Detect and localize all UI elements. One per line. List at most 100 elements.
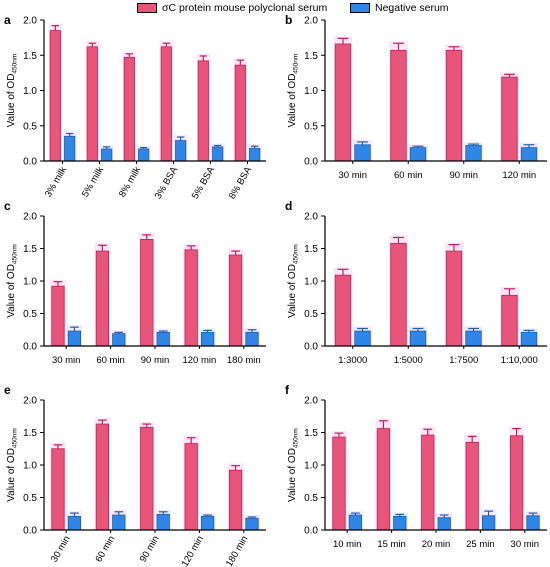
bar-f-series0-2 <box>421 434 435 531</box>
bar-f-series0-4 <box>509 435 524 531</box>
bar-e-series1-3 <box>200 515 215 531</box>
x-tick-label-b-3: 120 min <box>502 170 536 181</box>
x-tick-label-d-0: 1:3000 <box>338 355 367 366</box>
y-tick-label-b-3: 1.5 <box>304 51 318 62</box>
y-tick-label-e-2: 1.0 <box>23 461 37 472</box>
bar-a-series1-3 <box>175 140 187 162</box>
y-axis-label-f: Value of OD450nm <box>287 428 300 502</box>
x-tick-label-f-0: 10 min <box>333 539 362 550</box>
x-tick-label-b-2: 90 min <box>449 170 478 181</box>
bar-c-series0-2 <box>140 238 154 347</box>
x-tick-label-d-1: 1:5000 <box>394 355 423 366</box>
bar-d-series0-1 <box>390 242 407 347</box>
y-tick-label-f-4: 2.0 <box>304 396 318 407</box>
x-tick-label-a-2: 8% milk <box>117 165 143 200</box>
x-tick-label-e-4: 180 min <box>224 534 250 567</box>
bar-e-series0-3 <box>184 443 198 531</box>
y-tick-label-c-1: 0.5 <box>23 309 37 320</box>
bar-a-series1-1 <box>101 148 113 162</box>
bar-a-series1-2 <box>138 148 150 162</box>
bar-f-series1-1 <box>393 515 407 531</box>
x-tick-label-c-2: 90 min <box>141 355 170 366</box>
y-tick-label-b-0: 0.0 <box>304 157 318 168</box>
legend-label-immune-serum: σC protein mouse polyclonal serum <box>162 2 328 14</box>
x-tick-label-d-2: 1:7500 <box>449 355 478 366</box>
y-tick-label-f-3: 1.5 <box>304 428 318 439</box>
y-tick-label-d-2: 1.0 <box>304 277 318 288</box>
y-tick-label-f-0: 0.0 <box>304 526 318 537</box>
bar-d-series1-3 <box>520 331 538 347</box>
bar-c-series1-3 <box>200 331 215 347</box>
panel-letter-d: d <box>285 199 292 213</box>
y-axis-label-b: Value of OD450nm <box>287 54 300 128</box>
bar-c-series1-1 <box>112 333 126 347</box>
bar-c-series0-3 <box>184 249 198 347</box>
bar-e-series1-2 <box>156 514 170 531</box>
bar-b-series0-0 <box>334 43 352 162</box>
x-tick-label-a-4: 5% BSA <box>190 164 218 201</box>
x-tick-label-a-0: 3% milk <box>43 165 69 200</box>
y-axis-label-c: Value of OD450nm <box>6 244 19 318</box>
panel-letter-e: e <box>4 383 11 397</box>
legend-item-negative-serum: Negative serum <box>350 2 449 14</box>
y-tick-label-d-4: 2.0 <box>304 212 318 223</box>
bar-e-series0-4 <box>228 469 243 531</box>
bar-e-series1-4 <box>245 517 259 531</box>
x-tick-label-e-3: 120 min <box>180 534 206 567</box>
bar-e-series1-1 <box>112 514 126 531</box>
y-tick-label-d-1: 0.5 <box>304 309 318 320</box>
legend-swatch-immune-serum <box>137 3 157 13</box>
legend: σC protein mouse polyclonal serum Negati… <box>0 0 550 16</box>
bar-c-series1-4 <box>245 331 259 347</box>
bar-f-series1-3 <box>481 515 496 531</box>
bar-d-series1-1 <box>409 330 427 347</box>
bar-f-series1-0 <box>348 514 363 531</box>
y-tick-label-e-0: 0.0 <box>23 526 37 537</box>
x-tick-label-a-1: 5% milk <box>80 165 106 200</box>
x-tick-label-f-2: 20 min <box>422 539 451 550</box>
bar-b-series0-2 <box>445 49 463 162</box>
x-tick-label-e-2: 90 min <box>138 534 162 564</box>
bar-a-series1-0 <box>64 135 76 162</box>
y-tick-label-a-0: 0.0 <box>23 157 37 168</box>
y-tick-label-a-3: 1.5 <box>23 51 37 62</box>
bar-d-series0-2 <box>445 250 463 347</box>
y-tick-label-d-0: 0.0 <box>304 342 318 353</box>
bar-c-series0-4 <box>228 254 243 347</box>
x-tick-label-c-0: 30 min <box>52 355 81 366</box>
bar-a-series1-5 <box>249 147 261 162</box>
bar-f-series1-2 <box>437 517 451 531</box>
bar-d-series0-3 <box>501 294 518 347</box>
legend-item-immune-serum: σC protein mouse polyclonal serum <box>137 2 327 14</box>
bar-d-series1-2 <box>465 330 482 347</box>
y-tick-label-c-3: 1.5 <box>23 244 37 255</box>
bar-a-series1-4 <box>212 146 224 162</box>
panel-letter-c: c <box>4 199 11 213</box>
y-tick-label-e-1: 0.5 <box>23 493 37 504</box>
y-tick-label-b-4: 2.0 <box>304 16 318 27</box>
legend-label-negative-serum: Negative serum <box>375 2 449 14</box>
bar-b-series0-1 <box>390 49 407 162</box>
x-tick-label-b-0: 30 min <box>338 170 367 181</box>
bar-b-series1-3 <box>520 147 538 162</box>
y-tick-label-a-1: 0.5 <box>23 121 37 132</box>
y-axis-label-e: Value of OD450nm <box>6 428 19 502</box>
bar-a-series0-2 <box>123 56 135 162</box>
y-tick-label-c-2: 1.0 <box>23 277 37 288</box>
y-tick-label-b-1: 0.5 <box>304 121 318 132</box>
y-tick-label-f-2: 1.0 <box>304 461 318 472</box>
y-axis-label-a: Value of OD450nm <box>6 54 19 128</box>
bar-f-series1-4 <box>526 515 540 531</box>
bar-e-series0-1 <box>95 423 109 531</box>
bar-c-series1-2 <box>156 331 170 347</box>
y-tick-label-b-2: 1.0 <box>304 86 318 97</box>
bar-a-series0-0 <box>49 30 61 162</box>
x-tick-label-f-1: 15 min <box>377 539 406 550</box>
y-tick-label-e-4: 2.0 <box>23 396 37 407</box>
bar-e-series0-2 <box>140 426 154 531</box>
y-tick-label-f-1: 0.5 <box>304 493 318 504</box>
x-tick-label-d-3: 1:10,000 <box>501 355 538 366</box>
y-tick-label-a-4: 2.0 <box>23 16 37 27</box>
x-tick-label-a-5: 8% BSA <box>227 164 255 201</box>
